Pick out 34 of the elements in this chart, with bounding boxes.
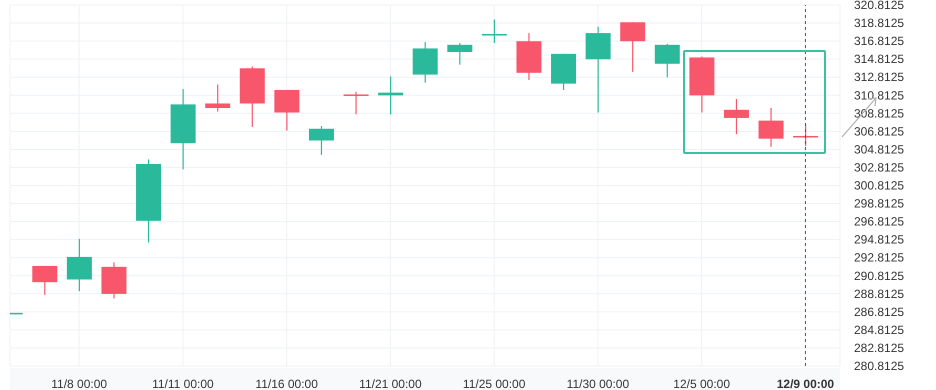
y-tick-label: 288.8125 [854,286,904,301]
x-tick-label: 11/16 00:00 [255,377,318,390]
y-tick-label: 318.8125 [854,16,904,30]
x-tick-label: 12/5 00:00 [673,377,730,390]
y-tick-label: 302.8125 [854,160,904,174]
y-tick-label: 292.8125 [854,250,904,265]
y-tick-label: 308.8125 [854,106,904,120]
candlestick [482,18,507,44]
y-tick-label: 300.8125 [854,178,904,192]
candlestick [793,124,818,147]
candlestick [344,91,369,115]
x-tick-label: 12/9 00:00 [776,377,834,390]
y-tick-label: 320.8125 [854,0,904,12]
x-tick-label: 11/25 00:00 [462,377,526,390]
candlestick [205,84,230,112]
y-tick-label: 304.8125 [854,142,904,156]
x-tick-label: 11/8 00:00 [51,377,108,390]
y-tick-label: 296.8125 [854,214,904,229]
y-tick-label: 280.8125 [854,359,904,373]
x-tick-label: 11/30 00:00 [566,377,630,390]
x-tick-label: 11/11 00:00 [152,377,214,390]
y-tick-label: 306.8125 [854,124,904,138]
y-tick-label: 284.8125 [854,322,904,337]
candlestick [378,76,404,115]
y-tick-label: 298.8125 [854,196,904,211]
y-tick-label: 286.8125 [854,304,904,319]
y-tick-label: 290.8125 [854,268,904,283]
y-tick-label: 294.8125 [854,232,904,247]
x-tick-label: 11/21 00:00 [359,377,422,390]
y-tick-label: 282.8125 [854,340,904,355]
y-tick-label: 316.8125 [854,34,904,48]
y-tick-label: 310.8125 [854,88,904,102]
y-tick-label: 312.8125 [854,70,904,84]
y-tick-label: 314.8125 [854,52,904,66]
